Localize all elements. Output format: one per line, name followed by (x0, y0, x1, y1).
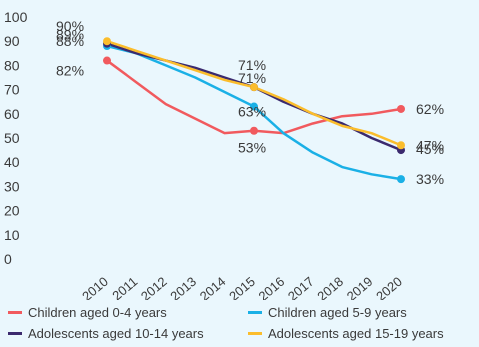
data-point-marker (103, 37, 111, 46)
x-tick-label: 2010 (79, 274, 111, 300)
legend-label: Children aged 0-4 years (28, 305, 167, 320)
y-tick-label: 60 (4, 106, 20, 122)
legend-label: Adolescents aged 15-19 years (268, 326, 444, 341)
legend-swatch (248, 332, 262, 335)
legend: Children aged 0-4 years Children aged 5-9… (8, 303, 479, 343)
legend-label: Children aged 5-9 years (268, 305, 407, 320)
x-tick-label: 2015 (226, 274, 258, 300)
x-tick-label: 2011 (109, 274, 140, 300)
legend-swatch (8, 332, 22, 335)
y-tick-label: 40 (4, 154, 20, 170)
data-point-marker (397, 141, 405, 150)
data-label: 53% (238, 140, 266, 156)
data-label: 45% (416, 141, 444, 157)
y-tick-label: 20 (4, 203, 20, 219)
x-tick-label: 2012 (138, 274, 170, 300)
y-tick-label: 80 (4, 57, 20, 73)
data-point-marker (250, 83, 258, 92)
data-label: 47% (416, 137, 444, 153)
y-tick-label: 0 (4, 251, 12, 267)
data-label: 82% (56, 63, 84, 79)
y-tick-label: 70 (4, 82, 20, 98)
data-point-marker (250, 102, 258, 111)
data-label: 33% (416, 171, 444, 187)
legend-swatch (248, 311, 262, 314)
x-tick-label: 2016 (256, 274, 288, 300)
y-tick-label: 10 (4, 227, 20, 243)
y-tick-label: 100 (4, 9, 28, 25)
x-tick-label: 2014 (197, 274, 229, 300)
x-tick-label: 2013 (167, 274, 199, 300)
legend-item: Adolescents aged 15-19 years (248, 324, 479, 343)
data-label: 62% (416, 101, 444, 117)
legend-item: Children aged 0-4 years (8, 303, 248, 322)
legend-label: Adolescents aged 10-14 years (28, 326, 204, 341)
data-label: 63% (238, 104, 266, 120)
x-tick-label: 2017 (285, 274, 317, 300)
data-point-marker (397, 175, 405, 184)
x-tick-label: 2020 (373, 274, 405, 300)
line-chart: 0102030405060708090100201020112012201320… (4, 9, 444, 300)
x-tick-label: 2018 (314, 274, 346, 300)
data-point-marker (250, 126, 258, 135)
data-point-marker (103, 56, 111, 65)
y-tick-label: 90 (4, 33, 20, 49)
legend-swatch (8, 311, 22, 314)
legend-item: Adolescents aged 10-14 years (8, 324, 248, 343)
data-label: 90% (56, 18, 84, 34)
legend-item: Children aged 5-9 years (248, 303, 479, 322)
y-tick-label: 30 (4, 178, 20, 194)
data-point-marker (397, 104, 405, 113)
data-label: 71% (238, 57, 266, 73)
data-label: 71% (238, 70, 266, 86)
x-tick-label: 2019 (344, 274, 376, 300)
data-label: 88% (56, 33, 84, 49)
data-label: 89% (56, 27, 84, 43)
y-tick-label: 50 (4, 130, 20, 146)
